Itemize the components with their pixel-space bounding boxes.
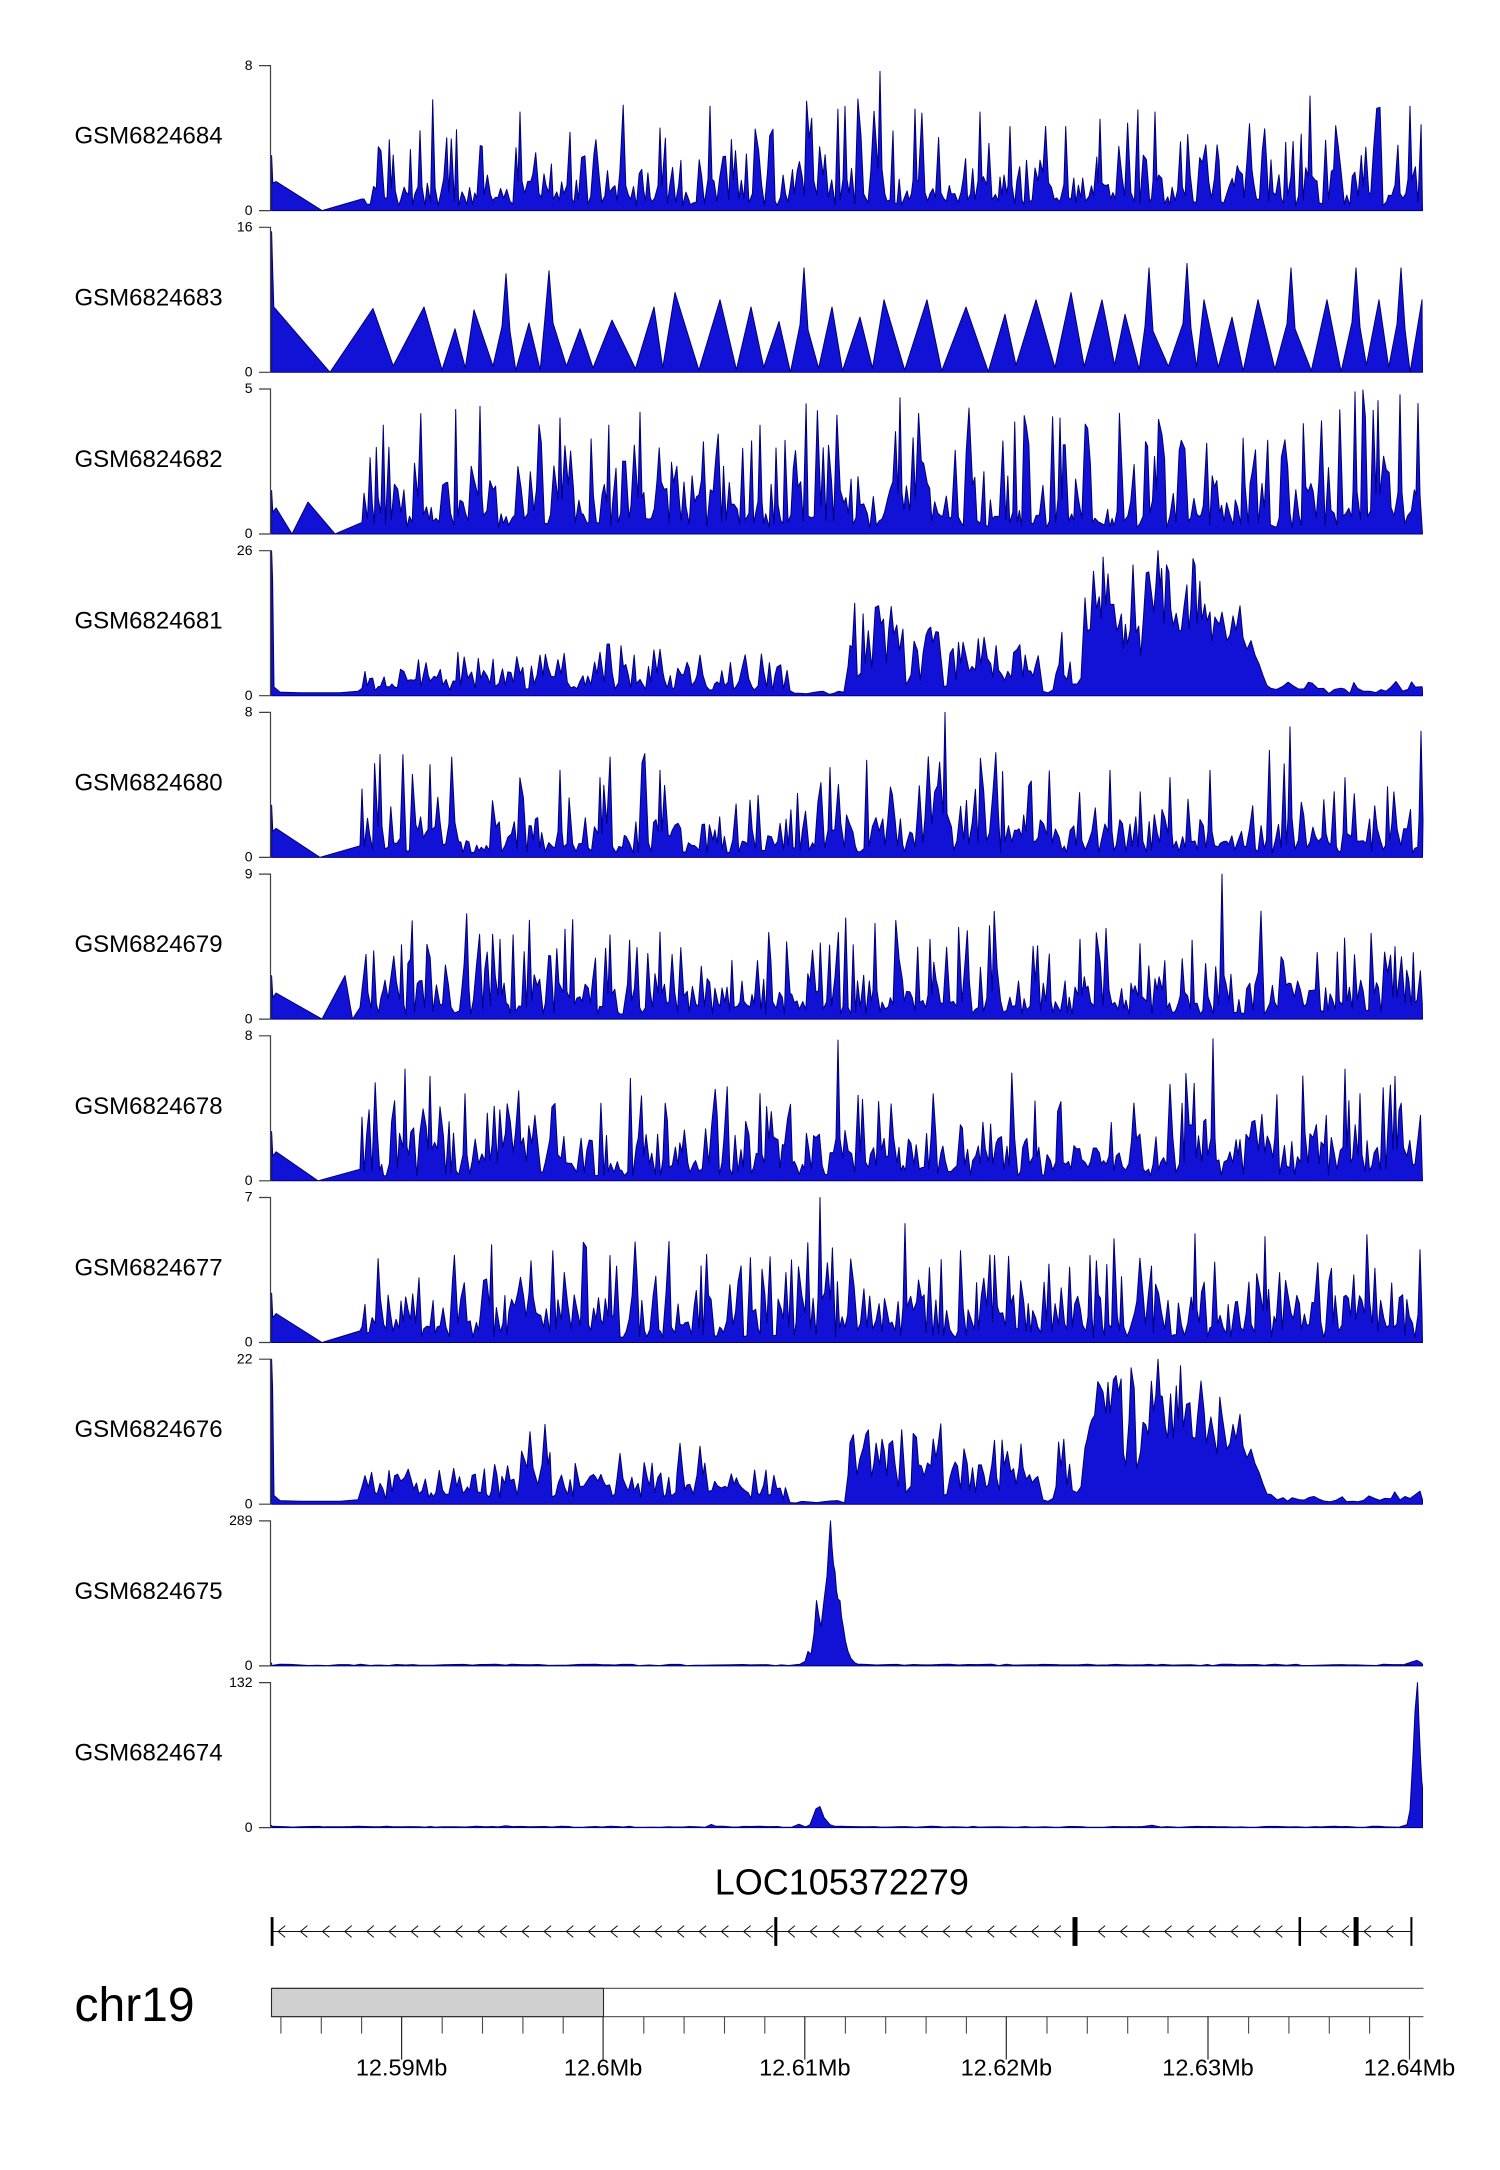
svg-text:0: 0 bbox=[245, 1657, 253, 1673]
svg-text:0: 0 bbox=[245, 525, 253, 541]
svg-text:GSM6824675: GSM6824675 bbox=[75, 1578, 223, 1605]
svg-text:8: 8 bbox=[245, 57, 253, 73]
svg-text:GSM6824683: GSM6824683 bbox=[75, 284, 223, 311]
svg-text:12.59Mb: 12.59Mb bbox=[356, 2055, 447, 2081]
svg-text:0: 0 bbox=[245, 1172, 253, 1188]
svg-text:chr19: chr19 bbox=[75, 1979, 195, 2032]
svg-text:8: 8 bbox=[245, 704, 253, 720]
svg-text:0: 0 bbox=[245, 687, 253, 703]
svg-text:9: 9 bbox=[245, 865, 253, 881]
svg-text:0: 0 bbox=[245, 364, 253, 380]
svg-text:LOC105372279: LOC105372279 bbox=[715, 1862, 969, 1903]
svg-text:0: 0 bbox=[245, 1819, 253, 1835]
svg-text:22: 22 bbox=[237, 1350, 253, 1366]
svg-text:GSM6824674: GSM6824674 bbox=[75, 1740, 223, 1767]
svg-text:GSM6824676: GSM6824676 bbox=[75, 1416, 223, 1443]
svg-text:GSM6824679: GSM6824679 bbox=[75, 931, 223, 958]
svg-text:0: 0 bbox=[245, 849, 253, 865]
svg-text:0: 0 bbox=[245, 1010, 253, 1026]
svg-text:GSM6824678: GSM6824678 bbox=[75, 1093, 223, 1120]
svg-text:0: 0 bbox=[245, 202, 253, 218]
svg-text:0: 0 bbox=[245, 1334, 253, 1350]
svg-text:12.61Mb: 12.61Mb bbox=[759, 2055, 850, 2081]
svg-text:12.63Mb: 12.63Mb bbox=[1162, 2055, 1253, 2081]
svg-text:8: 8 bbox=[245, 1027, 253, 1043]
svg-text:12.6Mb: 12.6Mb bbox=[564, 2055, 642, 2081]
svg-text:GSM6824682: GSM6824682 bbox=[75, 446, 223, 473]
svg-text:132: 132 bbox=[229, 1674, 253, 1690]
svg-text:0: 0 bbox=[245, 1495, 253, 1511]
svg-text:GSM6824680: GSM6824680 bbox=[75, 769, 223, 796]
svg-text:GSM6824677: GSM6824677 bbox=[75, 1255, 223, 1282]
svg-text:16: 16 bbox=[237, 219, 253, 235]
svg-text:26: 26 bbox=[237, 542, 253, 558]
svg-text:12.64Mb: 12.64Mb bbox=[1364, 2055, 1455, 2081]
svg-text:GSM6824684: GSM6824684 bbox=[75, 123, 223, 150]
svg-text:GSM6824681: GSM6824681 bbox=[75, 608, 223, 635]
svg-text:7: 7 bbox=[245, 1189, 253, 1205]
svg-text:5: 5 bbox=[245, 380, 253, 396]
svg-text:12.62Mb: 12.62Mb bbox=[961, 2055, 1052, 2081]
svg-text:289: 289 bbox=[229, 1512, 253, 1528]
